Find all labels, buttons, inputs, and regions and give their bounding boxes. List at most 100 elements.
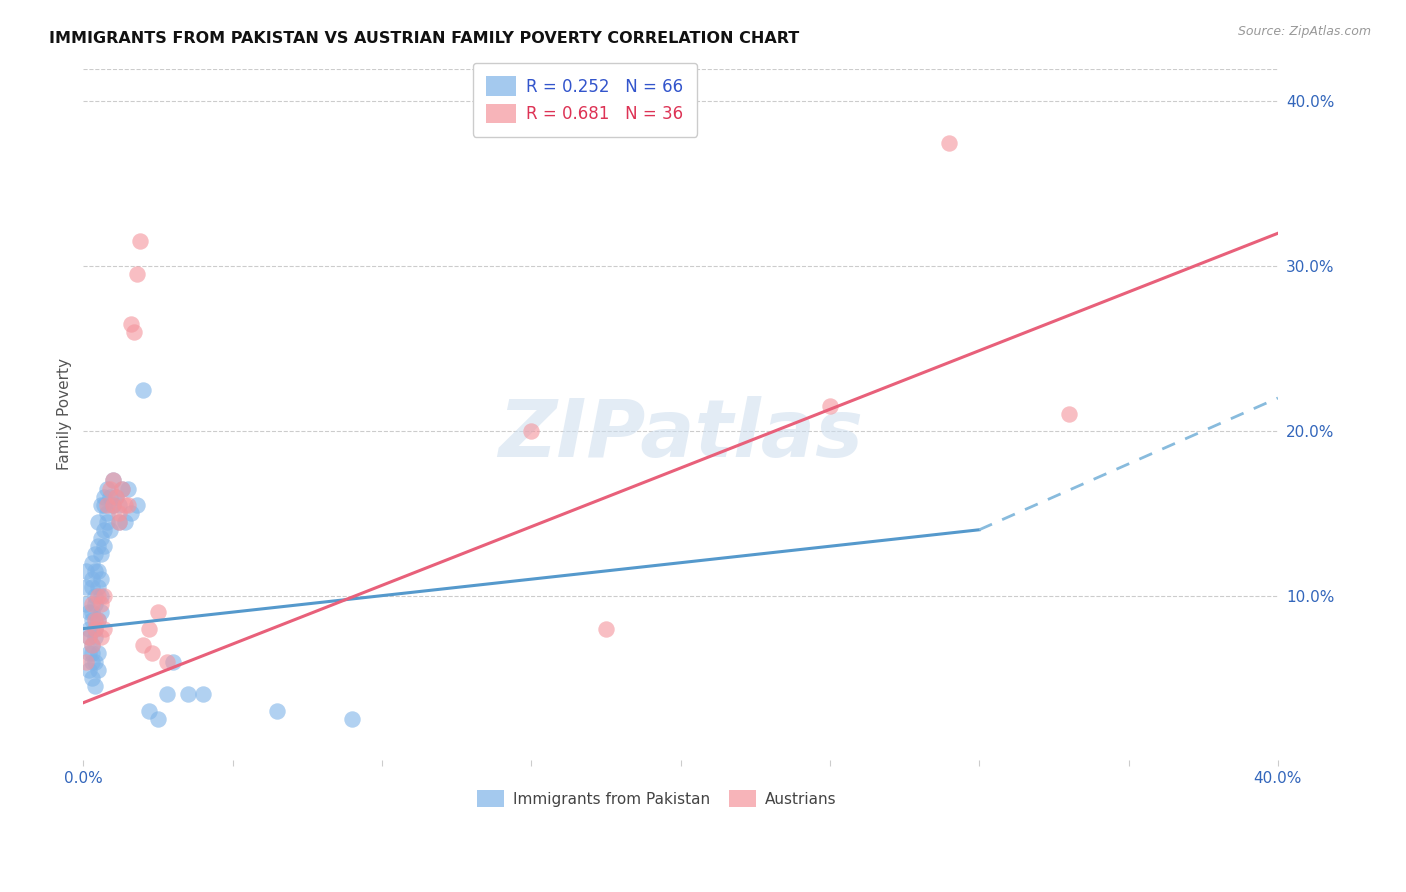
Point xyxy=(1057,408,1080,422)
Point xyxy=(818,399,841,413)
Point xyxy=(82,638,104,652)
Point xyxy=(82,556,104,570)
Point xyxy=(82,655,104,669)
Point xyxy=(156,688,179,702)
Point xyxy=(105,490,128,504)
Point xyxy=(146,712,169,726)
Point xyxy=(90,548,112,562)
Point xyxy=(77,646,100,660)
Point xyxy=(96,515,118,529)
Point xyxy=(101,498,124,512)
Point xyxy=(938,136,960,150)
Point xyxy=(132,638,155,652)
Point xyxy=(114,498,136,512)
Point xyxy=(77,663,100,677)
Point xyxy=(84,613,107,627)
Point xyxy=(87,539,110,553)
Point xyxy=(117,482,139,496)
Point xyxy=(82,646,104,660)
Point xyxy=(129,235,152,249)
Point xyxy=(520,424,543,438)
Point xyxy=(82,613,104,627)
Point xyxy=(90,597,112,611)
Point xyxy=(101,498,124,512)
Point xyxy=(87,663,110,677)
Point xyxy=(77,630,100,644)
Point xyxy=(138,622,160,636)
Point xyxy=(146,605,169,619)
Point xyxy=(90,589,112,603)
Point xyxy=(75,655,97,669)
Point xyxy=(108,506,131,520)
Point xyxy=(595,622,617,636)
Point xyxy=(75,597,97,611)
Point xyxy=(125,268,148,282)
Point xyxy=(87,613,110,627)
Point xyxy=(93,498,115,512)
Point xyxy=(111,482,134,496)
Point xyxy=(84,597,107,611)
Point xyxy=(82,605,104,619)
Point xyxy=(87,581,110,595)
Point xyxy=(84,655,107,669)
Point xyxy=(98,523,121,537)
Point xyxy=(75,564,97,578)
Point xyxy=(93,490,115,504)
Text: Source: ZipAtlas.com: Source: ZipAtlas.com xyxy=(1237,25,1371,38)
Point xyxy=(90,605,112,619)
Point xyxy=(177,688,200,702)
Point xyxy=(141,646,163,660)
Point xyxy=(93,523,115,537)
Point xyxy=(191,688,214,702)
Point xyxy=(84,622,107,636)
Point xyxy=(84,548,107,562)
Point xyxy=(138,704,160,718)
Point xyxy=(96,506,118,520)
Point xyxy=(114,515,136,529)
Legend: Immigrants from Pakistan, Austrians: Immigrants from Pakistan, Austrians xyxy=(468,782,845,815)
Point xyxy=(96,498,118,512)
Point xyxy=(82,597,104,611)
Point xyxy=(82,671,104,685)
Point xyxy=(101,474,124,488)
Point xyxy=(93,622,115,636)
Point xyxy=(77,605,100,619)
Point xyxy=(98,482,121,496)
Point xyxy=(90,498,112,512)
Point xyxy=(84,589,107,603)
Text: ZIPatlas: ZIPatlas xyxy=(498,396,863,475)
Point xyxy=(87,515,110,529)
Point xyxy=(156,655,179,669)
Point xyxy=(90,531,112,545)
Point xyxy=(108,498,131,512)
Point xyxy=(75,581,97,595)
Point xyxy=(111,482,134,496)
Point xyxy=(105,490,128,504)
Point xyxy=(266,704,288,718)
Point xyxy=(122,325,145,339)
Point xyxy=(120,317,142,331)
Point xyxy=(87,589,110,603)
Point xyxy=(87,564,110,578)
Point xyxy=(120,506,142,520)
Point xyxy=(125,498,148,512)
Y-axis label: Family Poverty: Family Poverty xyxy=(58,359,72,470)
Point xyxy=(90,572,112,586)
Point xyxy=(108,515,131,529)
Point xyxy=(93,539,115,553)
Point xyxy=(84,622,107,636)
Text: IMMIGRANTS FROM PAKISTAN VS AUSTRIAN FAMILY POVERTY CORRELATION CHART: IMMIGRANTS FROM PAKISTAN VS AUSTRIAN FAM… xyxy=(49,31,800,46)
Point xyxy=(132,383,155,397)
Point xyxy=(84,564,107,578)
Point xyxy=(82,581,104,595)
Point xyxy=(87,646,110,660)
Point xyxy=(84,630,107,644)
Point xyxy=(82,572,104,586)
Point xyxy=(77,630,100,644)
Point xyxy=(87,613,110,627)
Point xyxy=(98,490,121,504)
Point xyxy=(162,655,184,669)
Point xyxy=(340,712,363,726)
Point xyxy=(77,622,100,636)
Point xyxy=(82,638,104,652)
